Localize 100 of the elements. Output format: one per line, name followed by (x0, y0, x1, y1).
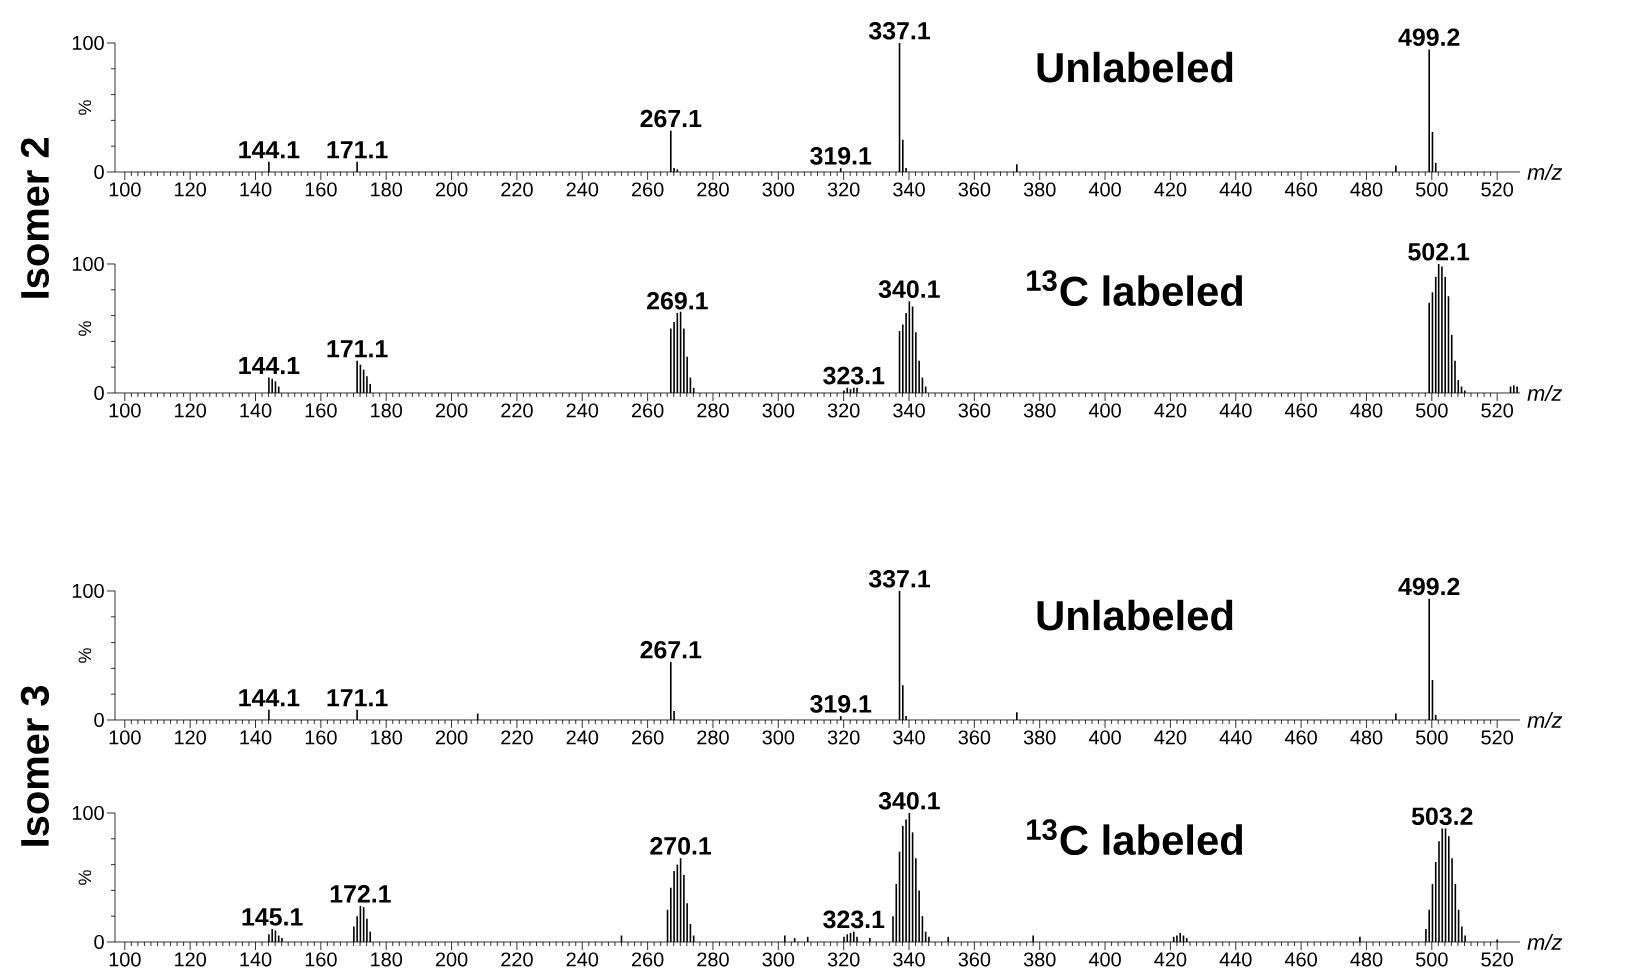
chart-title: Unlabeled (1037, 599, 1233, 631)
annotation: 340.1 (878, 791, 940, 810)
y-tick-label: 0 (94, 712, 104, 728)
x-tick-label: 380 (1023, 952, 1056, 967)
y-tick-label: 0 (94, 385, 104, 401)
x-tick-label: 100 (109, 952, 141, 967)
annotation: 269.1 (647, 291, 708, 310)
chart-title: $^{13}$C labeled (1027, 819, 1243, 856)
x-tick-label: 240 (566, 182, 599, 197)
y-axis-title: % (78, 648, 92, 663)
annotation: 337.1 (868, 569, 930, 588)
x-axis-title: m/z (1527, 711, 1563, 729)
annotation: 340.1 (878, 280, 940, 298)
x-tick-label: 500 (1416, 730, 1448, 745)
y-axis-title: % (78, 100, 92, 115)
x-tick-label: 400 (1088, 730, 1121, 745)
x-tick-label: 360 (958, 730, 991, 745)
x-tick-label: 200 (435, 182, 468, 197)
x-tick-label: 300 (762, 730, 795, 745)
x-tick-label: 180 (371, 403, 403, 418)
x-tick-label: 260 (631, 182, 664, 197)
y-tick-label: 0 (94, 164, 104, 180)
annotation: 267.1 (640, 640, 702, 659)
x-tick-label: 260 (631, 730, 664, 745)
x-tick-label: 520 (1481, 182, 1513, 197)
y-axis-title: % (78, 321, 92, 336)
text: Isomer 3 (20, 685, 50, 846)
x-tick-label: 220 (501, 952, 533, 967)
x-tick-label: 500 (1416, 952, 1448, 967)
annotation: 144.1 (239, 689, 300, 707)
x-tick-label: 260 (631, 952, 664, 967)
x-tick-label: 400 (1088, 952, 1121, 967)
x-tick-label: 160 (305, 403, 337, 418)
x-tick-label: 140 (240, 730, 272, 745)
y-tick-label: 0 (94, 934, 104, 950)
x-tick-label: 480 (1350, 182, 1383, 197)
x-tick-label: 380 (1023, 182, 1056, 197)
x-tick-label: 180 (371, 182, 403, 197)
x-tick-label: 300 (762, 952, 795, 967)
text: Isomer 2 (20, 138, 50, 298)
x-tick-label: 140 (240, 182, 272, 197)
x-tick-label: 220 (501, 403, 533, 418)
x-tick-label: 160 (305, 952, 337, 967)
x-tick-label: 460 (1284, 182, 1317, 197)
x-tick-label: 240 (566, 403, 599, 418)
x-tick-label: 220 (501, 182, 533, 197)
x-tick-label: 420 (1154, 403, 1187, 418)
x-tick-label: 180 (371, 952, 403, 967)
x-tick-label: 120 (175, 952, 207, 967)
x-tick-label: 520 (1481, 403, 1513, 418)
x-tick-label: 480 (1350, 952, 1383, 967)
x-tick-label: 320 (827, 730, 860, 745)
x-tick-label: 420 (1154, 952, 1187, 967)
x-tick-label: 160 (305, 730, 337, 745)
x-tick-label: 400 (1088, 182, 1121, 197)
x-tick-label: 220 (501, 730, 533, 745)
x-tick-label: 100 (109, 730, 141, 745)
x-tick-label: 100 (109, 182, 141, 197)
x-tick-label: 360 (958, 952, 991, 967)
x-tick-label: 280 (697, 182, 729, 197)
x-tick-label: 120 (175, 403, 207, 418)
x-tick-label: 520 (1481, 952, 1513, 967)
x-tick-label: 440 (1219, 182, 1252, 197)
x-tick-label: 460 (1284, 952, 1317, 967)
x-tick-label: 120 (175, 182, 207, 197)
x-tick-label: 420 (1154, 182, 1187, 197)
x-tick-label: 520 (1481, 730, 1513, 745)
annotation: 171.1 (327, 141, 388, 159)
annotation: 171.1 (327, 689, 388, 707)
annotation: 337.1 (868, 21, 930, 40)
annotation: 323.1 (823, 910, 885, 929)
x-tick-label: 140 (240, 403, 272, 418)
x-tick-label: 340 (893, 182, 925, 197)
x-tick-label: 200 (435, 952, 468, 967)
annotation: 172.1 (330, 885, 391, 903)
y-tick-label: 100 (72, 583, 104, 599)
x-tick-label: 160 (305, 182, 337, 197)
annotation: 270.1 (650, 837, 712, 855)
x-tick-label: 440 (1219, 952, 1252, 967)
annotation: 171.1 (327, 340, 388, 358)
x-tick-label: 480 (1350, 403, 1383, 418)
x-tick-label: 500 (1416, 182, 1448, 197)
annotation: 319.1 (810, 695, 872, 713)
x-tick-label: 340 (893, 403, 925, 418)
annotation: 144.1 (239, 141, 300, 159)
x-tick-label: 300 (762, 182, 795, 197)
x-tick-label: 320 (827, 952, 860, 967)
x-tick-label: 280 (697, 730, 729, 745)
x-tick-label: 140 (240, 952, 272, 967)
x-tick-label: 100 (109, 403, 141, 418)
x-tick-label: 500 (1416, 403, 1448, 418)
y-tick-label: 100 (72, 805, 104, 821)
x-tick-label: 320 (827, 403, 860, 418)
annotation: 145.1 (242, 908, 303, 926)
annotation: 502.1 (1408, 242, 1470, 261)
x-tick-label: 420 (1154, 730, 1187, 745)
x-axis-title: m/z (1527, 384, 1563, 402)
x-tick-label: 460 (1284, 403, 1317, 418)
x-tick-label: 340 (893, 952, 925, 967)
x-tick-label: 440 (1219, 403, 1252, 418)
